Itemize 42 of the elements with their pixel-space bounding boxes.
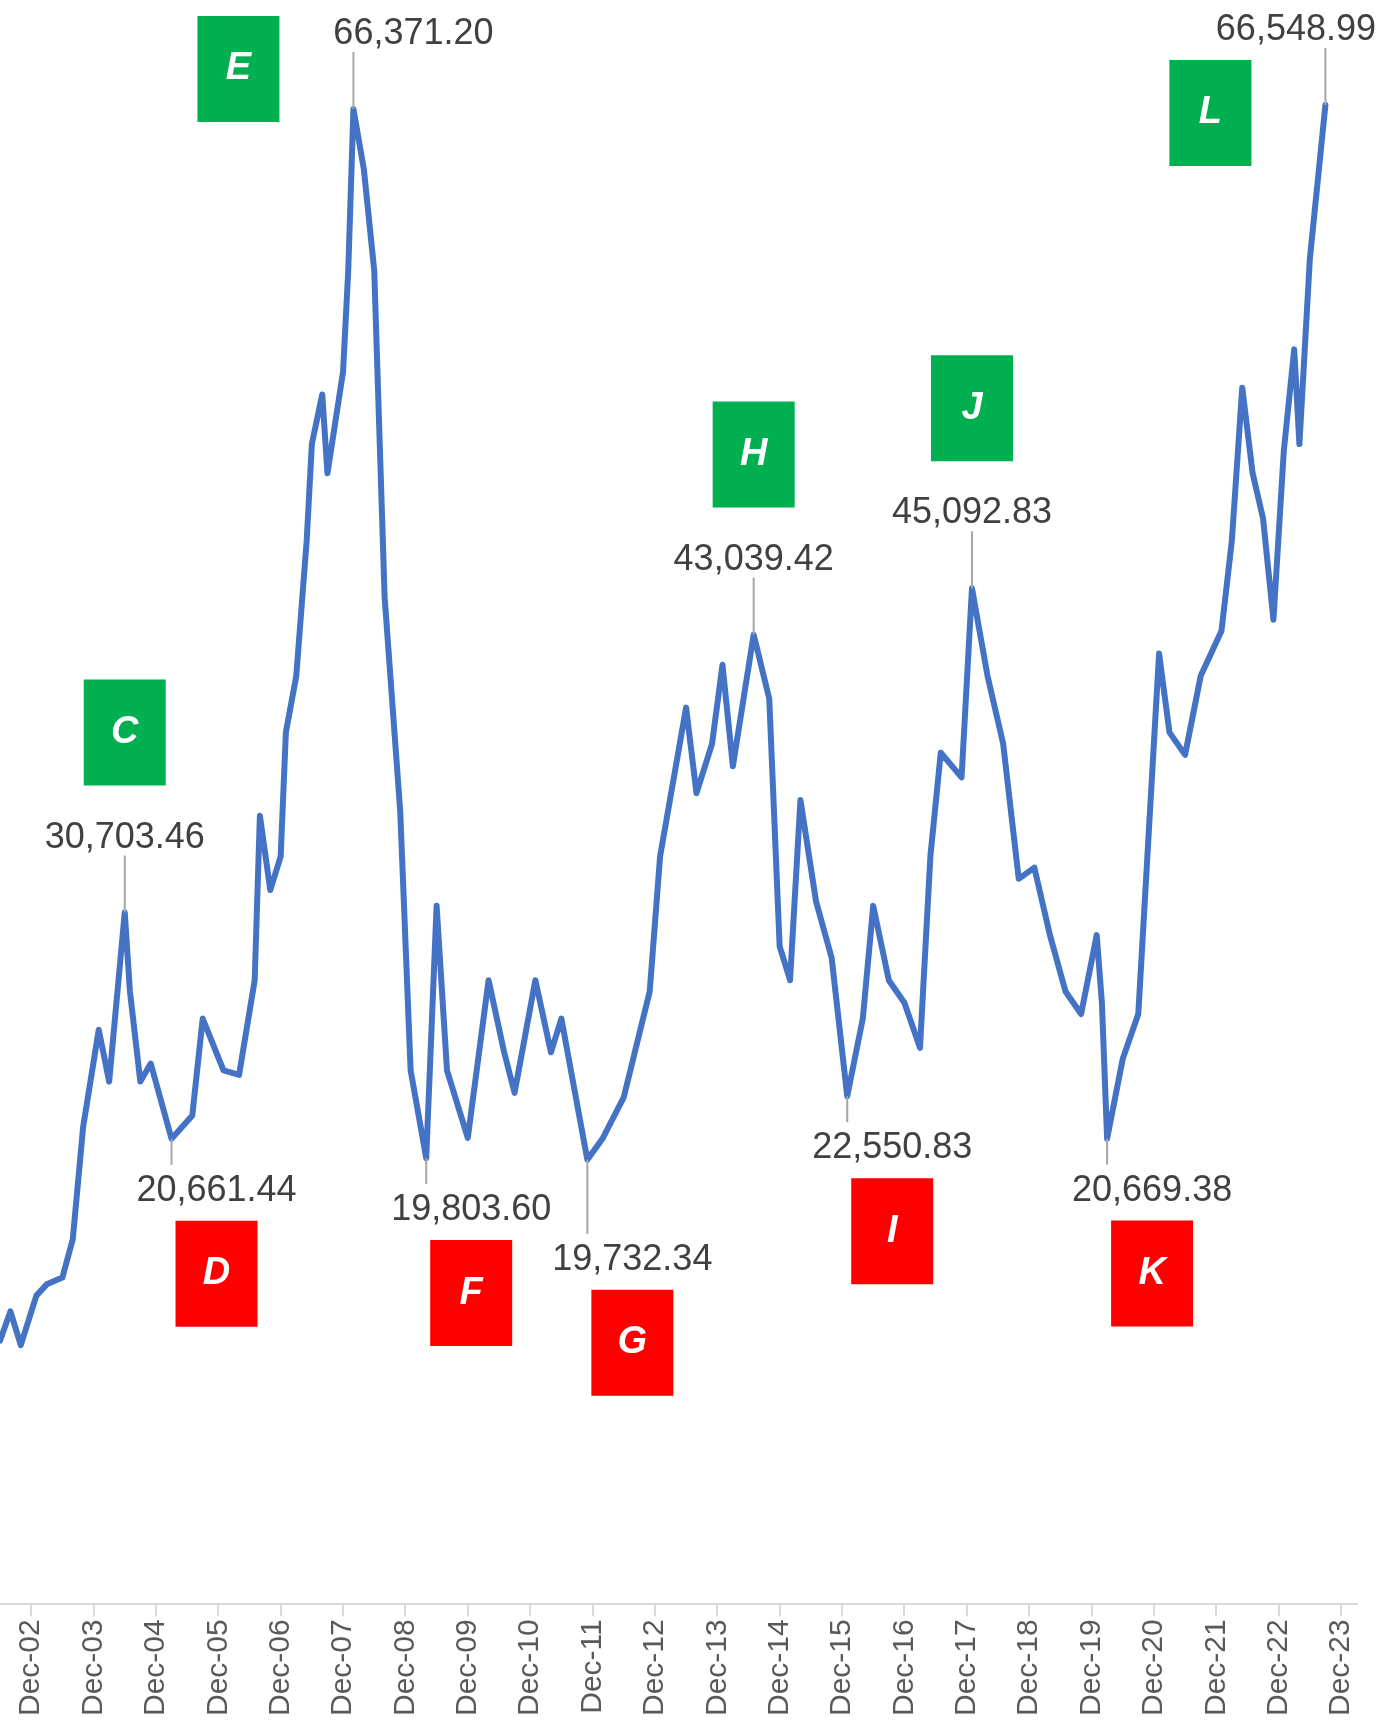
x-tick-label: Dec-13: [698, 1619, 732, 1717]
data-label: 66,371.20: [333, 10, 494, 52]
x-tick-label: Dec-21: [1197, 1619, 1231, 1717]
data-label: 20,669.38: [1072, 1167, 1233, 1209]
x-tick-label: Dec-20: [1135, 1619, 1169, 1717]
x-tick-label: Dec-10: [511, 1619, 545, 1717]
x-tick-label: Dec-19: [1072, 1619, 1106, 1717]
x-tick-label: Dec-22: [1259, 1619, 1293, 1717]
annotation: J: [961, 384, 984, 427]
x-tick-label: Dec-05: [199, 1619, 233, 1717]
x-tick-label: Dec-18: [1010, 1619, 1044, 1717]
data-label: 19,732.34: [552, 1236, 713, 1278]
x-tick-label: Dec-14: [760, 1619, 794, 1717]
x-tick-label: Dec-07: [324, 1619, 358, 1717]
x-tick-label: Dec-16: [885, 1619, 919, 1717]
annotation: I: [886, 1207, 899, 1250]
x-tick-label: Dec-11: [573, 1619, 607, 1714]
data-label: 22,550.83: [812, 1125, 973, 1167]
x-tick-label: Dec-09: [449, 1619, 483, 1717]
annotation: G: [617, 1319, 648, 1362]
annotation: L: [1198, 89, 1223, 132]
x-tick-label: Dec-12: [636, 1619, 670, 1717]
annotation: C: [111, 709, 140, 752]
x-tick-label: Dec-04: [137, 1619, 171, 1717]
annotation: H: [739, 431, 769, 474]
x-tick-label: Dec-02: [12, 1619, 46, 1717]
data-label: 66,548.99: [1215, 7, 1376, 48]
data-label: 43,039.42: [673, 536, 834, 578]
annotation: D: [202, 1250, 231, 1293]
x-tick-label: Dec-15: [823, 1619, 857, 1717]
annotation: K: [1138, 1250, 1169, 1293]
annotation: F: [459, 1269, 485, 1312]
x-tick-label: Dec-23: [1322, 1619, 1356, 1717]
x-tick-label: Dec-03: [74, 1619, 108, 1717]
text: E: [225, 45, 253, 88]
x-tick-label: Dec-17: [948, 1619, 982, 1717]
data-label: 19,803.60: [391, 1187, 552, 1229]
x-tick-label: Dec-06: [261, 1619, 295, 1717]
data-label: 45,092.83: [891, 490, 1053, 532]
data-label: 30,703.46: [44, 814, 205, 856]
x-tick-label: Dec-08: [386, 1619, 420, 1717]
data-label: 20,661.44: [136, 1167, 297, 1209]
